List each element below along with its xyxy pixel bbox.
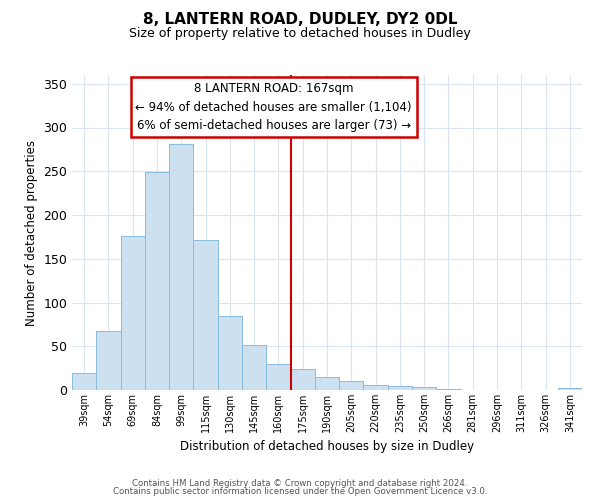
Bar <box>121 236 145 390</box>
Y-axis label: Number of detached properties: Number of detached properties <box>25 140 38 326</box>
Bar <box>339 381 364 390</box>
X-axis label: Distribution of detached houses by size in Dudley: Distribution of detached houses by size … <box>180 440 474 454</box>
Text: 8 LANTERN ROAD: 167sqm
← 94% of detached houses are smaller (1,104)
6% of semi-d: 8 LANTERN ROAD: 167sqm ← 94% of detached… <box>136 82 412 132</box>
Bar <box>242 344 266 390</box>
Bar <box>558 388 582 390</box>
Bar <box>388 386 412 390</box>
Bar <box>436 389 461 390</box>
Bar <box>364 385 388 390</box>
Bar <box>266 364 290 390</box>
Text: Size of property relative to detached houses in Dudley: Size of property relative to detached ho… <box>129 28 471 40</box>
Bar <box>145 172 169 390</box>
Bar <box>72 372 96 390</box>
Bar <box>412 386 436 390</box>
Bar <box>96 332 121 390</box>
Text: Contains public sector information licensed under the Open Government Licence v3: Contains public sector information licen… <box>113 487 487 496</box>
Text: Contains HM Land Registry data © Crown copyright and database right 2024.: Contains HM Land Registry data © Crown c… <box>132 478 468 488</box>
Bar <box>169 144 193 390</box>
Text: 8, LANTERN ROAD, DUDLEY, DY2 0DL: 8, LANTERN ROAD, DUDLEY, DY2 0DL <box>143 12 457 28</box>
Bar <box>315 377 339 390</box>
Bar <box>193 240 218 390</box>
Bar <box>290 369 315 390</box>
Bar <box>218 316 242 390</box>
